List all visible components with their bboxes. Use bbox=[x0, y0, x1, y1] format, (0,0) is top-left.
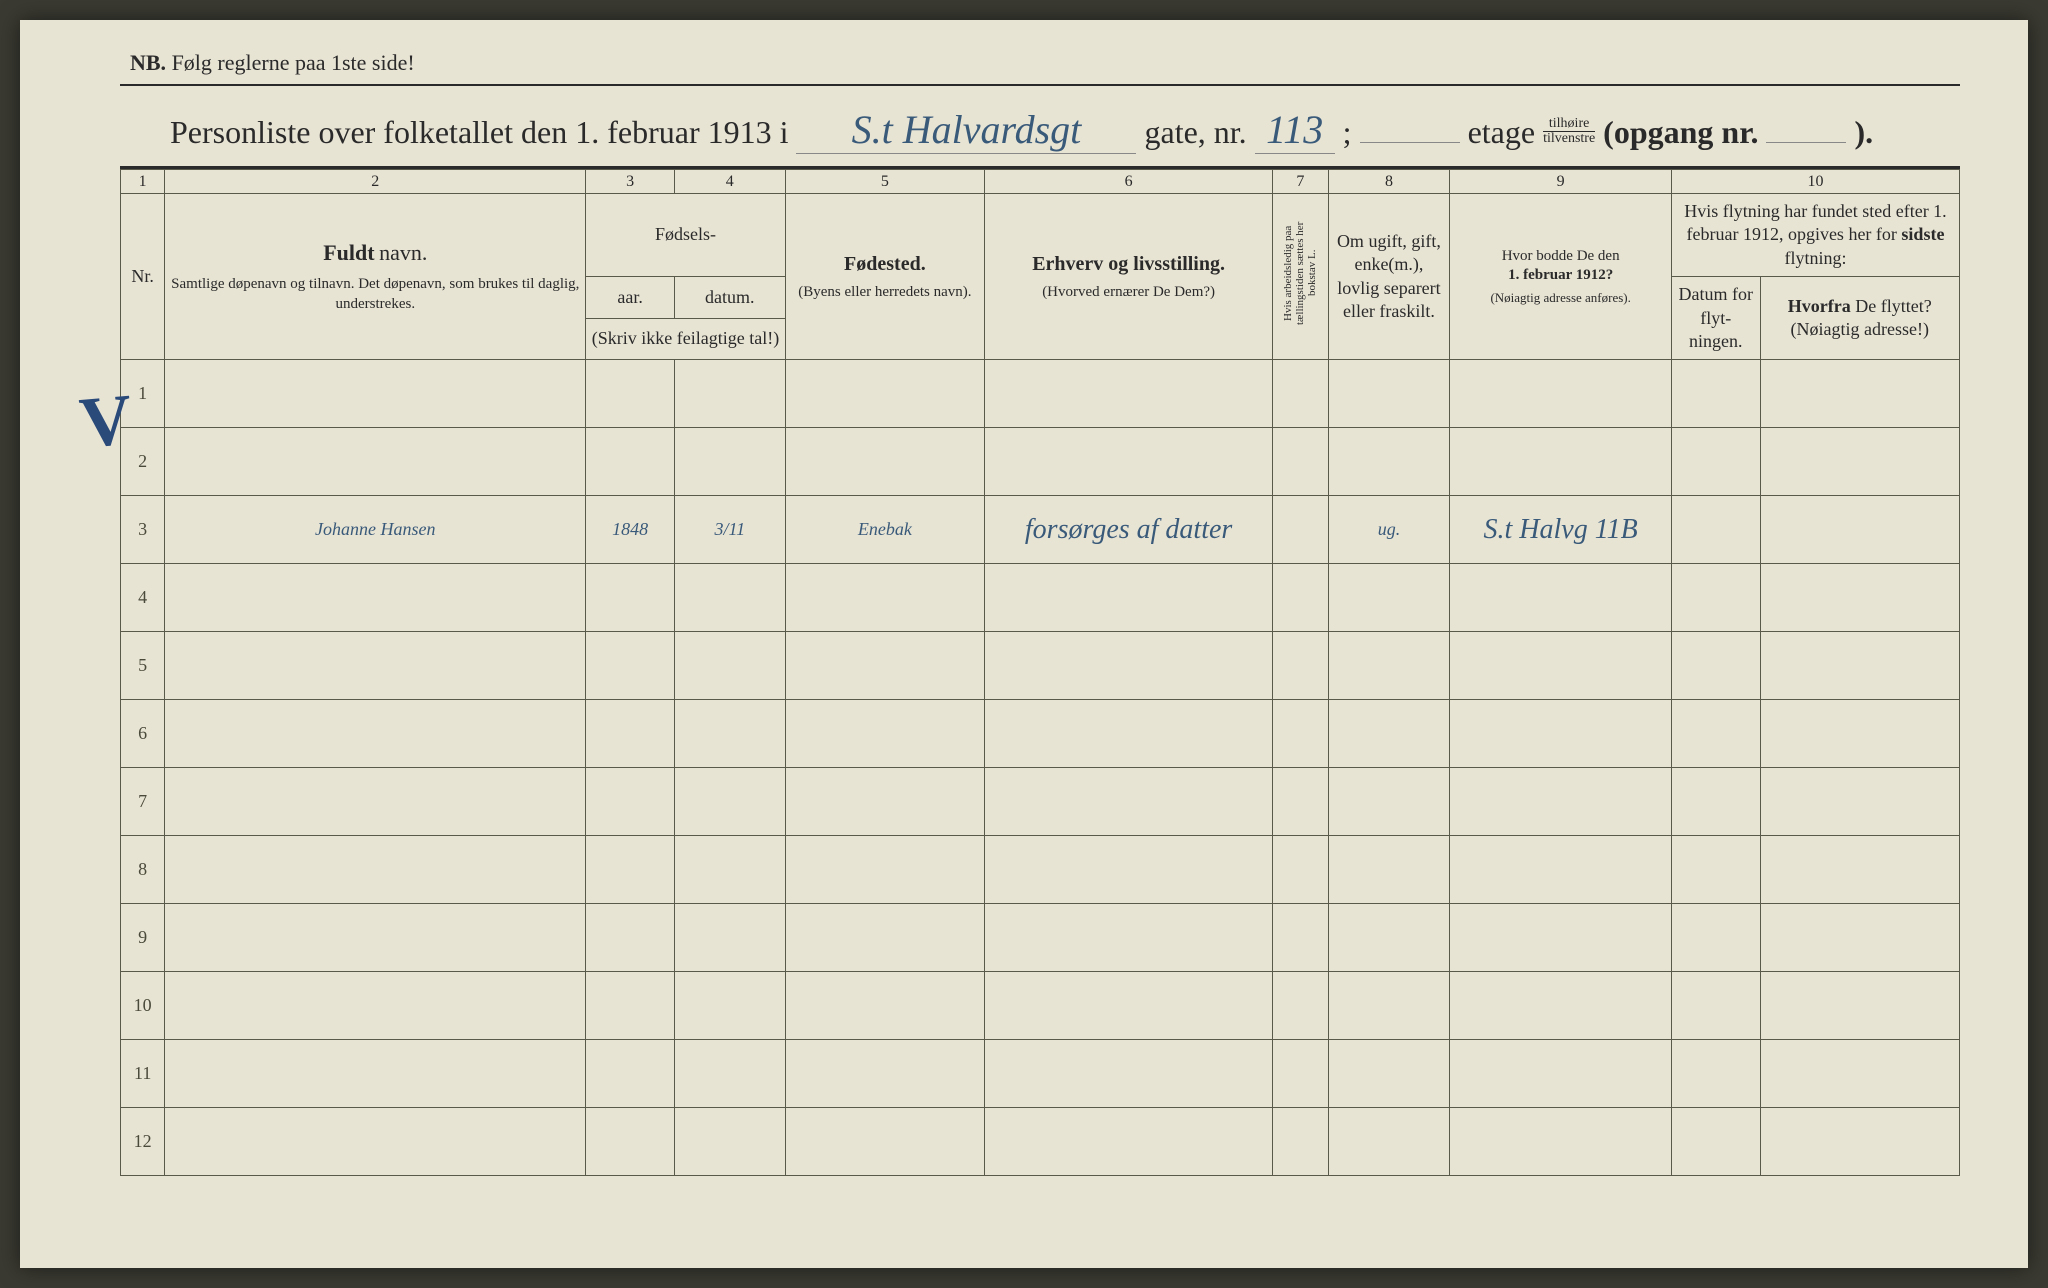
gate-nr-field: 113 bbox=[1255, 106, 1335, 154]
header-erhverv: Erhverv og livsstilling. (Hvorved ernære… bbox=[985, 194, 1273, 360]
table-row: 6 bbox=[121, 700, 1960, 768]
fodested-title: Fødested. bbox=[790, 251, 980, 277]
census-table: 1 2 3 4 5 6 7 8 9 10 Nr. Fuldt navn. Sam… bbox=[120, 169, 1960, 1176]
table-row: 12 bbox=[121, 1108, 1960, 1176]
row-num: 7 bbox=[121, 768, 165, 836]
nb-label: NB. bbox=[130, 50, 166, 75]
gate-label: gate, nr. bbox=[1144, 114, 1246, 151]
table-row-entry: 3 Johanne Hansen 1848 3/11 Enebak forsør… bbox=[121, 496, 1960, 564]
header-datum: datum. bbox=[674, 277, 785, 319]
etage-label: etage bbox=[1468, 114, 1536, 151]
table-row: 4 bbox=[121, 564, 1960, 632]
header-fodsels: Fødsels- bbox=[586, 194, 785, 277]
semicolon: ; bbox=[1343, 114, 1352, 151]
title-prefix: Personliste over folketallet den 1. febr… bbox=[170, 114, 788, 151]
nb-text: Følg reglerne paa 1ste side! bbox=[172, 50, 415, 75]
header-fodested: Fødested. (Byens eller herredets navn). bbox=[785, 194, 984, 360]
name-sub: Samtlige døpenavn og tilnavn. Det døpena… bbox=[169, 275, 581, 314]
table-row: 11 bbox=[121, 1040, 1960, 1108]
tilhoire-fraction: tilhøire tilvenstre bbox=[1543, 117, 1595, 146]
header-name: Fuldt navn. Samtlige døpenavn og tilnavn… bbox=[165, 194, 586, 360]
colnum-1: 1 bbox=[121, 170, 165, 194]
column-number-row: 1 2 3 4 5 6 7 8 9 10 bbox=[121, 170, 1960, 194]
table-row: 1 bbox=[121, 360, 1960, 428]
row-num: 11 bbox=[121, 1040, 165, 1108]
table-row: 7 bbox=[121, 768, 1960, 836]
unemployed-text: Hvis arbeidsledig paa tællingstiden sætt… bbox=[1280, 208, 1320, 338]
move-from-sub: (Nøiagtig adresse!) bbox=[1791, 319, 1929, 339]
table-row: 2 bbox=[121, 428, 1960, 496]
move-from-bold: Hvorfra bbox=[1788, 296, 1851, 316]
name-rest: navn. bbox=[379, 240, 427, 265]
row-num: 6 bbox=[121, 700, 165, 768]
header-unemployed: Hvis arbeidsledig paa tællingstiden sætt… bbox=[1273, 194, 1328, 360]
colnum-6: 6 bbox=[985, 170, 1273, 194]
table-row: 9 bbox=[121, 904, 1960, 972]
entry-name: Johanne Hansen bbox=[165, 496, 586, 564]
entry-occupation: forsørges af datter bbox=[985, 496, 1273, 564]
row-num: 3 bbox=[121, 496, 165, 564]
top-rule bbox=[120, 84, 1960, 86]
move-from-rest: De flyttet? bbox=[1855, 296, 1931, 316]
header-row-1: Nr. Fuldt navn. Samtlige døpenavn og til… bbox=[121, 194, 1960, 277]
colnum-3: 3 bbox=[586, 170, 675, 194]
prev-addr-title: Hvor bodde De den1. februar 1912? bbox=[1454, 247, 1667, 286]
entry-year: 1848 bbox=[586, 496, 675, 564]
header-move-date: Datum for flyt-ningen. bbox=[1671, 277, 1760, 360]
street-name-field: S.t Halvardsgt bbox=[796, 106, 1136, 154]
header-nr: Nr. bbox=[121, 194, 165, 360]
etage-field bbox=[1360, 142, 1460, 143]
entry-date: 3/11 bbox=[674, 496, 785, 564]
skriv-note: (Skriv ikke feilagtige tal!) bbox=[586, 318, 785, 360]
census-page: NB. Følg reglerne paa 1ste side! Personl… bbox=[20, 20, 2028, 1268]
erhverv-title: Erhverv og livsstilling. bbox=[989, 251, 1268, 277]
entry-marital: ug. bbox=[1328, 496, 1450, 564]
row-num: 12 bbox=[121, 1108, 165, 1176]
fodested-sub: (Byens eller herredets navn). bbox=[790, 283, 980, 303]
colnum-4: 4 bbox=[674, 170, 785, 194]
title-line: Personliste over folketallet den 1. febr… bbox=[70, 106, 1978, 156]
row-num: 5 bbox=[121, 632, 165, 700]
opgang-close: ). bbox=[1854, 114, 1873, 151]
colnum-5: 5 bbox=[785, 170, 984, 194]
opgang-label: (opgang nr. bbox=[1603, 114, 1758, 151]
header-move-from: Hvorfra De flyttet? (Nøiagtig adresse!) bbox=[1760, 277, 1959, 360]
table-row: 8 bbox=[121, 836, 1960, 904]
erhverv-sub: (Hvorved ernærer De Dem?) bbox=[989, 283, 1268, 303]
colnum-2: 2 bbox=[165, 170, 586, 194]
prev-addr-sub: (Nøiagtig adresse anføres). bbox=[1454, 290, 1667, 307]
row-num: 4 bbox=[121, 564, 165, 632]
opgang-field bbox=[1766, 142, 1846, 143]
header-aar: aar. bbox=[586, 277, 675, 319]
table-row: 10 bbox=[121, 972, 1960, 1040]
row-num: 10 bbox=[121, 972, 165, 1040]
table-row: 5 bbox=[121, 632, 1960, 700]
colnum-8: 8 bbox=[1328, 170, 1450, 194]
row-num: 8 bbox=[121, 836, 165, 904]
tilhoire-top: tilhøire bbox=[1543, 117, 1595, 132]
row-num: 9 bbox=[121, 904, 165, 972]
colnum-9: 9 bbox=[1450, 170, 1672, 194]
entry-prev-addr: S.t Halvg 11B bbox=[1450, 496, 1672, 564]
nb-instruction: NB. Følg reglerne paa 1ste side! bbox=[70, 50, 1978, 76]
entry-birthplace: Enebak bbox=[785, 496, 984, 564]
header-prev-addr: Hvor bodde De den1. februar 1912? (Nøiag… bbox=[1450, 194, 1672, 360]
header-move: Hvis flytning har fundet sted efter 1. f… bbox=[1671, 194, 1959, 277]
checkmark-icon: V bbox=[76, 378, 135, 465]
tilhoire-bottom: tilvenstre bbox=[1543, 132, 1595, 146]
header-marital: Om ugift, gift, enke(m.), lovlig separer… bbox=[1328, 194, 1450, 360]
name-bold: Fuldt bbox=[323, 240, 374, 265]
colnum-10: 10 bbox=[1671, 170, 1959, 194]
colnum-7: 7 bbox=[1273, 170, 1328, 194]
